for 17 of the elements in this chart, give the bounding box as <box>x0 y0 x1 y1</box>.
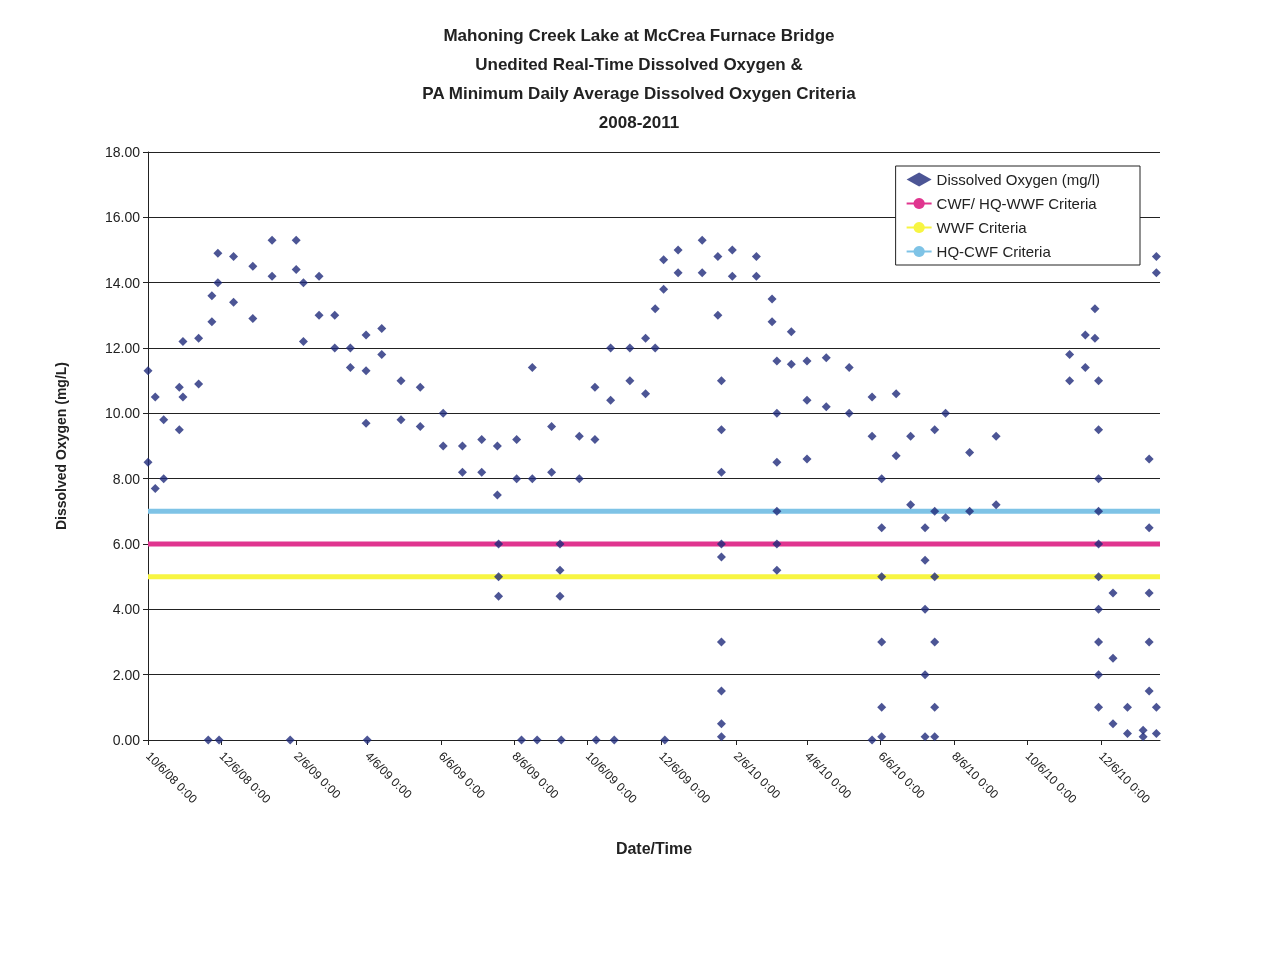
legend-label: HQ-CWF Criteria <box>936 243 1052 260</box>
y-tick-label: 8.00 <box>112 470 141 487</box>
y-tick-label: 4.00 <box>112 601 141 618</box>
y-tick-label: 0.00 <box>112 732 141 748</box>
legend-label: WWF Criteria <box>936 219 1028 236</box>
y-tick-label: 12.00 <box>104 340 141 356</box>
y-axis-title: Dissolved Oxygen (mg/L) <box>53 361 69 531</box>
legend-label: CWF/ HQ-WWF Criteria <box>936 195 1098 212</box>
chart-title: Mahoning Creek Lake at McCrea Furnace Bridge Unedited Real-Time Dissolved Oxygen & PA Minimum Daily Average Dissolved Oxygen Criteria 2008-2011 <box>422 26 857 132</box>
legend-label: Dissolved Oxygen (mg/l) <box>936 171 1101 188</box>
y-tick-label: 14.00 <box>104 274 141 291</box>
y-tick-label: 6.00 <box>112 536 141 552</box>
y-tick-label: 2.00 <box>112 666 141 683</box>
y-tick-label: 16.00 <box>104 209 141 226</box>
y-tick-label: 18.00 <box>104 144 141 160</box>
y-tick-label: 10.00 <box>104 405 141 422</box>
x-axis-title: Date/Time <box>615 839 693 857</box>
